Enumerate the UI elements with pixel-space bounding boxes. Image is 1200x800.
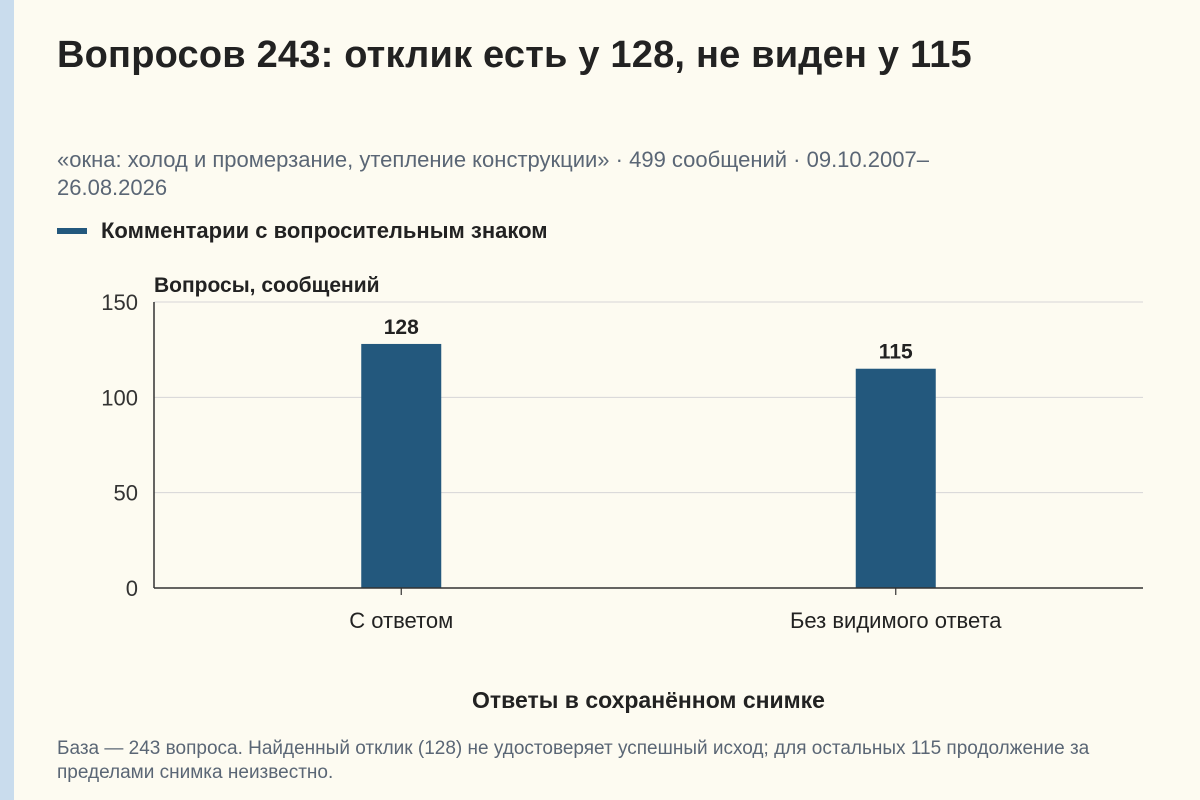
legend: Комментарии с вопросительным знаком — [57, 218, 548, 244]
x-tick-label: С ответом — [349, 608, 453, 633]
bar — [361, 343, 442, 588]
chart-title: Вопросов 243: отклик есть у 128, не виде… — [57, 34, 972, 76]
x-tick-label: Без видимого ответа — [790, 608, 1002, 633]
legend-swatch — [57, 228, 87, 234]
grid-lines — [154, 301, 1143, 494]
y-tick-labels: 0 50 100 150 — [101, 290, 138, 601]
y-tick-label: 100 — [101, 385, 138, 410]
x-axis-label: Ответы в сохранённом снимке — [472, 687, 825, 713]
y-tick-label: 150 — [101, 290, 138, 315]
chart-subtitle: «окна: холод и промерзание, утепление ко… — [57, 147, 929, 200]
left-accent-rule — [0, 0, 14, 800]
legend-label: Комментарии с вопросительным знаком — [101, 218, 548, 243]
x-tick-labels: С ответом Без видимого ответа — [349, 588, 1002, 633]
y-tick-label: 0 — [126, 576, 138, 601]
bar-value-label: 128 — [384, 316, 419, 339]
bar-value-label: 115 — [879, 341, 913, 364]
y-axis-label: Вопросы, сообщений — [154, 274, 380, 297]
bar — [855, 368, 936, 588]
bars — [361, 343, 936, 588]
y-tick-label: 50 — [114, 481, 138, 506]
bar-value-labels: 128 115 — [384, 316, 913, 364]
footnote: База — 243 вопроса. Найденный отклик (12… — [57, 738, 1090, 783]
